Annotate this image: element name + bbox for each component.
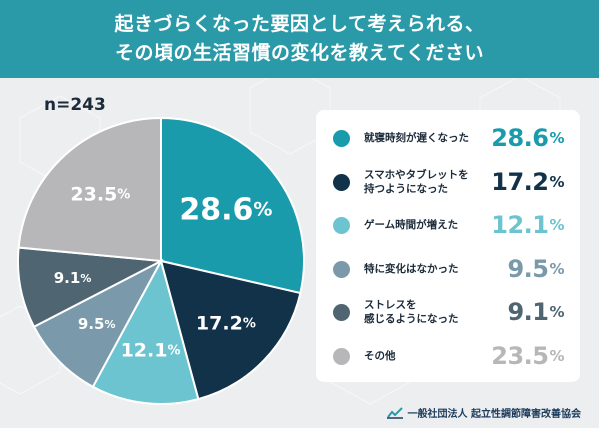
legend: 就寝時刻が遅くなった 28.6% スマホやタブレットを 持つようになった 17.2% ゲー… [316,110,580,382]
pie-slice-label-4: 9.1% [54,269,92,287]
chart-title-line-2: その頃の生活習慣の変化を教えてください [115,42,484,64]
legend-label-3: 特に変化はなかった [364,262,459,275]
pie-slice-5 [17,116,162,263]
pie-slice-4 [17,246,165,329]
legend-item-2: ゲーム時間が増えた 12.1% [316,205,580,245]
legend-swatch-1 [333,173,350,191]
pie-slice-1 [159,259,302,401]
legend-item-3: 特に変化はなかった 9.5% [316,249,580,289]
legend-value-3: 9.5% [507,254,564,283]
chart-title-banner: 起きづらくなった要因として考えられる、 その頃の生活習慣の変化を教えてください [0,0,599,78]
pie-slice-label-0: 28.6% [179,192,272,227]
legend-label-5: その他 [364,349,396,362]
legend-item-0: 就寝時刻が遅くなった 28.6% [316,118,580,158]
pie-slice-label-3: 9.5% [78,315,116,333]
pie-slice-label-2: 12.1% [121,339,181,361]
pie-slice-2 [91,258,200,405]
legend-label-0: 就寝時刻が遅くなった [364,132,469,144]
pie-slice-0 [160,116,305,295]
legend-swatch-3 [333,260,350,278]
legend-value-1: 17.2% [491,167,564,196]
legend-value-4: 9.1% [507,298,564,326]
pie-slice-label-1: 17.2% [196,312,256,334]
legend-value-5: 23.5% [491,341,564,370]
legend-swatch-4 [333,304,350,321]
legend-swatch-2 [333,217,350,234]
legend-value-2: 12.1% [491,211,564,239]
legend-item-4: ストレスを 感じるようになった 9.1% [316,292,580,332]
organization-logo-icon [386,406,403,419]
pie-slice-label-5: 23.5% [70,183,130,205]
footer-organization: 一般社団法人 起立性調節障害改善協会 [386,405,581,420]
legend-label-1: スマホやタブレットを 持つようになった [364,168,469,195]
legend-swatch-0 [333,130,350,147]
sample-size: n=243 [44,95,106,115]
legend-label-2: ゲーム時間が増えた [364,219,459,231]
legend-item-1: スマホやタブレットを 持つようになった 17.2% [316,162,580,202]
legend-label-4: ストレスを 感じるようになった [364,299,459,325]
organization-name: 一般社団法人 起立性調節障害改善協会 [407,409,581,420]
chart-title-line-1: 起きづらくなった要因として考えられる、 [114,13,485,35]
legend-swatch-5 [333,347,350,365]
legend-value-0: 28.6% [491,124,564,152]
legend-item-5: その他 23.5% [316,336,580,376]
pie-slice-3 [32,258,164,389]
